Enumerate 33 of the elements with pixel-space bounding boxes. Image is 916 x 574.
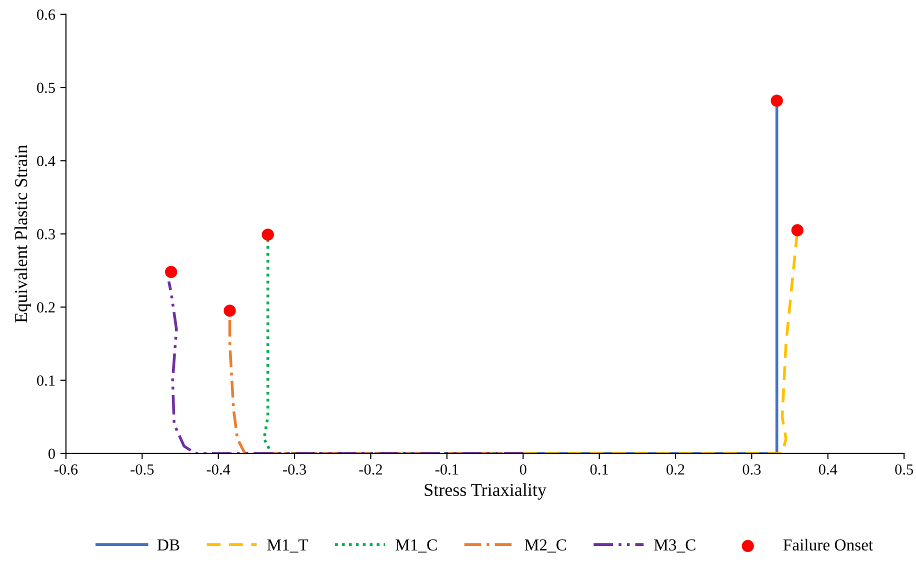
x-tick-label: 0 — [520, 464, 526, 475]
point — [770, 94, 783, 107]
x-tick-label: -0.5 — [130, 464, 154, 475]
x-tick-label: 0.1 — [590, 464, 608, 475]
x-tick-label: 0.3 — [742, 464, 761, 475]
y-tick-label: 0.2 — [37, 302, 55, 313]
y-tick-label: 0.4 — [37, 156, 56, 166]
point — [262, 228, 274, 241]
y-axis-title: Equivalent Plastic Strain — [14, 144, 31, 323]
line-series — [167, 280, 525, 454]
x-tick-label: -0.3 — [283, 464, 306, 475]
x-tick-label: 0.2 — [666, 464, 684, 475]
point — [165, 266, 178, 278]
x-tick-label: -0.1 — [435, 464, 458, 475]
x-tick-label: 0.4 — [818, 464, 838, 475]
x-tick-label: 0.5 — [895, 464, 914, 475]
legend-label: M1_C — [396, 539, 437, 553]
x-tick-label: -0.2 — [359, 464, 382, 475]
legend-label: DB — [157, 539, 180, 550]
legend-label: M3_C — [654, 539, 696, 553]
legend-label: M2_C — [524, 539, 566, 553]
x-tick-label: -0.4 — [206, 464, 230, 475]
point — [224, 304, 236, 317]
y-tick-label: 0.3 — [37, 229, 55, 240]
y-tick-label: 0 — [48, 448, 55, 459]
y-tick-label: 0.5 — [37, 82, 55, 94]
x-axis-title: Stress Triaxiality — [424, 483, 546, 500]
x-tick-label: -0.6 — [54, 464, 78, 475]
legend-label: Failure Onset — [783, 538, 874, 551]
y-tick-label: 0.1 — [37, 375, 55, 386]
legend-label: M1_T — [267, 539, 308, 553]
point — [791, 224, 804, 236]
y-tick-label: 0.6 — [37, 9, 56, 20]
